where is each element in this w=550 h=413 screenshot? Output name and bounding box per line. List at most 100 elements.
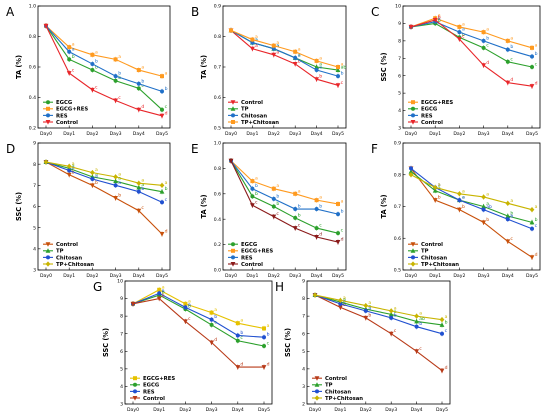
data-label: a	[510, 36, 513, 41]
data-point	[432, 17, 438, 23]
data-label: b	[535, 51, 538, 57]
y-tick-label: 0.6	[29, 65, 36, 71]
data-label: b	[162, 290, 165, 296]
data-label: d	[341, 237, 344, 243]
legend-marker	[314, 395, 320, 401]
data-point	[136, 81, 141, 86]
data-label: d	[267, 362, 270, 368]
legend-label: Chitosan	[325, 389, 351, 395]
data-label: a	[462, 22, 465, 27]
data-point	[530, 226, 534, 231]
legend-label: Chitosan	[56, 255, 82, 261]
data-label: b	[368, 312, 371, 318]
data-label: ab	[486, 204, 492, 210]
data-label: c	[462, 35, 465, 40]
data-label: b	[510, 44, 513, 50]
panel-letter: F	[371, 142, 378, 156]
y-tick-label: 0.8	[214, 34, 221, 40]
series-line	[230, 29, 339, 77]
series-line	[410, 17, 533, 49]
data-point	[66, 163, 72, 169]
data-label: c	[419, 347, 422, 352]
data-point	[229, 28, 233, 33]
x-tick-label: Day0	[309, 407, 321, 413]
x-tick-label: Day0	[405, 131, 417, 137]
legend-label: TP	[56, 249, 64, 255]
data-label: c	[165, 105, 168, 110]
data-point	[136, 208, 142, 214]
data-point	[67, 168, 72, 173]
data-label: a	[438, 17, 441, 22]
data-point	[408, 172, 414, 178]
data-label: d	[535, 252, 538, 258]
legend-marker	[133, 382, 137, 387]
y-axis-label: SSC (%)	[380, 53, 388, 82]
data-label: a	[72, 43, 75, 48]
data-label: a	[445, 315, 448, 320]
data-label: b	[510, 211, 513, 217]
data-label: b	[118, 75, 121, 81]
data-label: b	[510, 214, 513, 220]
data-label: a	[276, 41, 279, 46]
data-point	[335, 83, 341, 88]
data-label: a	[72, 162, 75, 167]
data-point	[159, 232, 165, 237]
data-label: d	[214, 337, 217, 343]
x-tick-label: Day2	[179, 407, 191, 413]
x-tick-label: Day3	[478, 131, 490, 137]
x-tick-label: Day5	[258, 407, 270, 413]
data-label: a	[276, 184, 279, 189]
legend-marker	[231, 255, 235, 260]
y-tick-label: 6	[33, 204, 36, 210]
panel-C: 3 4 5 6 7 8 9 10 Day0 Day1 Day2 Day3 Day4 Day5 SSC (%)…	[371, 4, 541, 137]
data-point	[262, 335, 266, 340]
y-tick-label: 4	[398, 108, 401, 114]
y-tick-label: 0.5	[214, 126, 221, 132]
x-tick-label: Day5	[436, 407, 448, 413]
data-point	[113, 74, 118, 79]
data-point	[457, 207, 462, 213]
data-point	[271, 204, 276, 209]
data-point	[293, 207, 298, 212]
data-label: b	[95, 65, 98, 71]
panel-E: 0.0 0.2 0.4 0.6 0.8 1.0 Day0 Day1 Day2 Day3 Day4 Da…	[191, 141, 347, 279]
data-label: a	[255, 177, 258, 182]
data-point	[481, 207, 486, 212]
data-point	[66, 172, 72, 178]
data-label: b	[438, 195, 441, 201]
data-label: a	[162, 289, 165, 294]
data-point	[136, 68, 141, 73]
y-tick-label: 8	[33, 162, 36, 168]
x-tick-label: Day1	[153, 407, 165, 413]
data-point	[183, 301, 188, 306]
series-control: b b b c d	[43, 159, 168, 237]
data-label: d	[486, 60, 489, 66]
data-label: c	[267, 342, 270, 347]
y-tick-label: 0.5	[394, 268, 401, 274]
x-tick-label: Day3	[289, 273, 301, 279]
data-point	[293, 49, 298, 54]
y-tick-label: 0.8	[394, 172, 401, 178]
data-label: d	[240, 362, 243, 368]
data-point	[414, 318, 419, 324]
data-point	[136, 107, 142, 113]
x-tick-label: Day5	[332, 273, 344, 279]
legend-marker	[314, 376, 320, 381]
data-label: c	[118, 96, 121, 101]
data-label: a	[298, 47, 301, 52]
data-label: c	[72, 69, 75, 74]
y-tick-label: 6	[302, 331, 305, 337]
y-axis-label: TA (%)	[15, 55, 23, 79]
y-tick-label: 0.2	[214, 242, 221, 248]
data-label: a	[368, 305, 371, 310]
data-label: a	[72, 47, 75, 52]
series-line	[314, 294, 443, 335]
data-point	[160, 74, 164, 79]
y-tick-label: 0.6	[214, 191, 221, 197]
